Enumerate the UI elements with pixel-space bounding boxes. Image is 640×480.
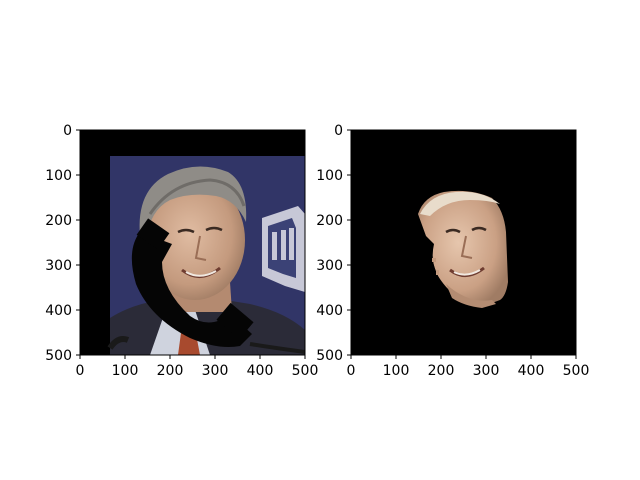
left-xtick-label-3: 300 xyxy=(202,363,229,379)
left-ytick-label-4: 400 xyxy=(45,303,72,319)
right-xtick-label-3: 300 xyxy=(473,363,500,379)
left-xtick-label-0: 0 xyxy=(76,363,85,379)
right-ytick-label-1: 100 xyxy=(316,168,343,184)
right-ytick-label-5: 500 xyxy=(316,348,343,364)
right-ytick-label-3: 300 xyxy=(316,258,343,274)
left-xtick-label-5: 500 xyxy=(292,363,319,379)
backdrop-logo xyxy=(262,206,305,292)
face xyxy=(145,180,245,300)
right-ytick-label-0: 0 xyxy=(334,123,343,139)
hair xyxy=(139,166,247,240)
left-image-panel xyxy=(80,130,305,355)
left-xtick-label-2: 200 xyxy=(157,363,184,379)
right-axes-frame xyxy=(350,129,577,356)
right-xtick-label-0: 0 xyxy=(347,363,356,379)
right-image-panel xyxy=(351,130,576,355)
right-xtick-label-4: 400 xyxy=(518,363,545,379)
left-ytick-label-2: 200 xyxy=(45,213,72,229)
occlusion-stroke xyxy=(131,232,252,347)
left-ytick-label-3: 300 xyxy=(45,258,72,274)
left-axes-frame xyxy=(79,129,306,356)
left-xtick-label-1: 100 xyxy=(112,363,139,379)
left-xtick-label-4: 400 xyxy=(247,363,274,379)
right-xtick-label-5: 500 xyxy=(563,363,590,379)
left-ytick-label-5: 500 xyxy=(45,348,72,364)
segmented-face xyxy=(418,190,508,308)
right-xtick-label-1: 100 xyxy=(383,363,410,379)
right-ytick-label-4: 400 xyxy=(316,303,343,319)
right-ytick-label-2: 200 xyxy=(316,213,343,229)
left-ytick-label-1: 100 xyxy=(45,168,72,184)
left-ytick-label-0: 0 xyxy=(63,123,72,139)
right-xtick-label-2: 200 xyxy=(428,363,455,379)
